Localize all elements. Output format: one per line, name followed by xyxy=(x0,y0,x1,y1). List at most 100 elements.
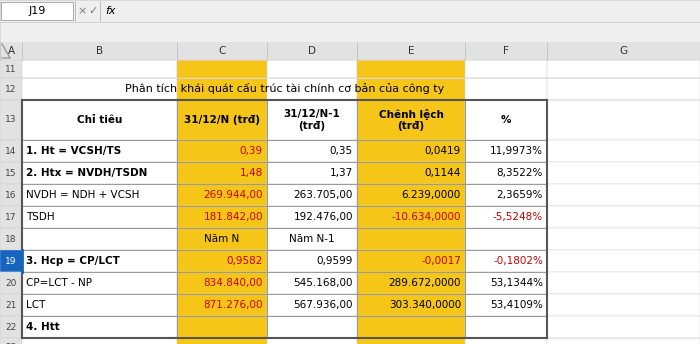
Bar xyxy=(267,184,357,206)
Bar xyxy=(547,316,700,338)
Bar xyxy=(267,100,357,140)
Text: 22: 22 xyxy=(6,323,17,332)
Bar xyxy=(0,100,22,140)
Text: 1,48: 1,48 xyxy=(239,168,263,178)
Text: 14: 14 xyxy=(6,147,17,155)
Bar xyxy=(547,250,700,272)
Text: 1,37: 1,37 xyxy=(330,168,353,178)
Text: 12: 12 xyxy=(6,85,17,94)
Bar xyxy=(357,78,465,100)
Text: 16: 16 xyxy=(6,191,17,200)
Bar xyxy=(0,78,22,100)
Text: 4. Htt: 4. Htt xyxy=(26,322,60,332)
Bar xyxy=(267,272,357,294)
Bar xyxy=(357,228,465,250)
Text: 17: 17 xyxy=(6,213,17,222)
Bar xyxy=(465,184,547,206)
Text: fx: fx xyxy=(105,6,116,16)
Text: 20: 20 xyxy=(6,279,17,288)
Bar xyxy=(22,294,177,316)
Bar xyxy=(177,206,267,228)
Text: 0,9599: 0,9599 xyxy=(316,256,353,266)
Text: 53,4109%: 53,4109% xyxy=(490,300,543,310)
Text: 1. Ht = VCSH/TS: 1. Ht = VCSH/TS xyxy=(26,146,121,156)
Bar xyxy=(465,206,547,228)
Bar xyxy=(267,228,357,250)
Bar xyxy=(177,140,267,162)
Text: 871.276,00: 871.276,00 xyxy=(204,300,263,310)
Bar xyxy=(0,22,700,42)
Bar xyxy=(0,338,22,344)
Text: 11: 11 xyxy=(6,65,17,74)
Text: 192.476,00: 192.476,00 xyxy=(293,212,353,222)
Bar xyxy=(357,184,465,206)
Text: 567.936,00: 567.936,00 xyxy=(293,300,353,310)
Bar xyxy=(465,338,547,344)
Text: D: D xyxy=(308,46,316,56)
Bar xyxy=(267,206,357,228)
Text: 18: 18 xyxy=(6,235,17,244)
Bar xyxy=(465,272,547,294)
Bar xyxy=(357,272,465,294)
Bar xyxy=(0,184,22,206)
Text: 31/12/N-1
(trđ): 31/12/N-1 (trđ) xyxy=(284,109,340,131)
Text: 0,1144: 0,1144 xyxy=(425,168,461,178)
Bar xyxy=(0,294,22,316)
Bar xyxy=(465,294,547,316)
Bar xyxy=(0,206,22,228)
Text: 8,3522%: 8,3522% xyxy=(496,168,543,178)
Text: A: A xyxy=(8,46,15,56)
Text: 11,9973%: 11,9973% xyxy=(490,146,543,156)
Text: 3. Hcp = CP/LCT: 3. Hcp = CP/LCT xyxy=(26,256,120,266)
Text: 0,9582: 0,9582 xyxy=(227,256,263,266)
Bar xyxy=(177,78,267,100)
Bar xyxy=(267,60,357,78)
Bar xyxy=(357,140,465,162)
Bar xyxy=(267,294,357,316)
Text: 834.840,00: 834.840,00 xyxy=(204,278,263,288)
Text: -0,0017: -0,0017 xyxy=(421,256,461,266)
Bar xyxy=(465,140,547,162)
Text: 289.672,0000: 289.672,0000 xyxy=(389,278,461,288)
Text: -0,1802%: -0,1802% xyxy=(493,256,543,266)
Text: 19: 19 xyxy=(6,257,17,266)
Bar xyxy=(22,338,177,344)
Bar xyxy=(0,140,22,162)
Text: TSDH: TSDH xyxy=(26,212,55,222)
Bar xyxy=(177,316,267,338)
Bar xyxy=(465,250,547,272)
Text: CP=LCT - NP: CP=LCT - NP xyxy=(26,278,92,288)
Text: Phân tích khái quát cấu trúc tài chính cơ bản của công ty: Phân tích khái quát cấu trúc tài chính c… xyxy=(125,84,444,95)
Text: 6.239,0000: 6.239,0000 xyxy=(402,190,461,200)
Text: F: F xyxy=(503,46,509,56)
Bar xyxy=(267,338,357,344)
Bar xyxy=(177,162,267,184)
Bar xyxy=(357,338,465,344)
Bar xyxy=(357,162,465,184)
Text: 0,39: 0,39 xyxy=(240,146,263,156)
Text: 2,3659%: 2,3659% xyxy=(496,190,543,200)
Bar xyxy=(22,206,177,228)
Bar xyxy=(22,250,177,272)
Bar xyxy=(22,78,177,100)
Text: -10.634,0000: -10.634,0000 xyxy=(391,212,461,222)
Bar xyxy=(267,250,357,272)
Bar xyxy=(22,162,177,184)
Bar xyxy=(22,316,177,338)
Text: 15: 15 xyxy=(6,169,17,178)
Text: 0,35: 0,35 xyxy=(330,146,353,156)
Bar xyxy=(0,228,22,250)
Text: 21: 21 xyxy=(6,301,17,310)
Bar xyxy=(547,228,700,250)
Bar xyxy=(547,162,700,184)
Text: 2. Htx = NVDH/TSDN: 2. Htx = NVDH/TSDN xyxy=(26,168,148,178)
Bar xyxy=(177,228,267,250)
Bar xyxy=(177,338,267,344)
Text: 269.944,00: 269.944,00 xyxy=(204,190,263,200)
Text: 0,0419: 0,0419 xyxy=(425,146,461,156)
Bar xyxy=(177,100,267,140)
Bar xyxy=(357,206,465,228)
Text: ✓: ✓ xyxy=(88,6,98,16)
Bar xyxy=(177,272,267,294)
Text: B: B xyxy=(96,46,103,56)
